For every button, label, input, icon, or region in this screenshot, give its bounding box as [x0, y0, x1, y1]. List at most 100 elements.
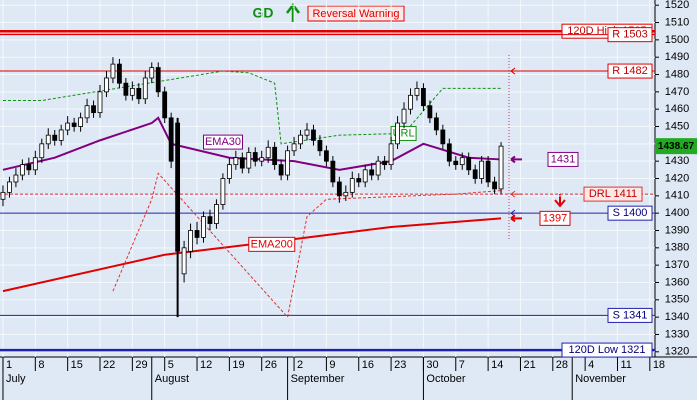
- x-tick-label: 18: [653, 359, 665, 371]
- candle-body: [349, 178, 355, 193]
- candle-body: [26, 164, 32, 171]
- last-price: 1438.67: [658, 141, 695, 152]
- x-tick-label: 1: [6, 359, 12, 371]
- marker-box: [547, 151, 579, 167]
- month-label: July: [6, 373, 26, 385]
- candle-body: [311, 129, 316, 141]
- candle-body: [485, 160, 491, 183]
- candle-body: [395, 122, 400, 145]
- y-tick-label: 1450: [665, 120, 689, 132]
- line-label-box: [248, 236, 296, 252]
- level-label-box: [561, 342, 653, 358]
- candle-body: [142, 77, 148, 100]
- candle-body: [52, 134, 58, 141]
- candle-body: [233, 157, 239, 166]
- x-tick-label: 7: [459, 359, 465, 371]
- level-label-box: [607, 307, 653, 323]
- y-tick-label: 1390: [665, 224, 689, 236]
- y-tick-label: 1480: [665, 68, 689, 80]
- y-tick-label: 1420: [665, 172, 689, 184]
- candle-body: [408, 94, 413, 110]
- month-label: November: [575, 373, 626, 385]
- candle-body: [472, 169, 478, 179]
- candle-body: [181, 247, 187, 275]
- candle-body: [427, 105, 433, 119]
- line-label: EMA200: [251, 238, 293, 250]
- line-label-box: [202, 134, 243, 150]
- annotation-box: [307, 5, 405, 22]
- line-label: EMA30: [205, 136, 241, 148]
- candle-body: [45, 134, 51, 145]
- candle-body: [265, 146, 271, 159]
- y-tick-label: 1460: [665, 103, 689, 115]
- x-tick-label: 19: [232, 359, 244, 371]
- candle-body: [382, 160, 388, 166]
- marker-label: 1431: [551, 153, 575, 165]
- candle-body: [207, 216, 213, 224]
- candle-body: [226, 164, 232, 179]
- level-label-box: [607, 205, 653, 221]
- candle-body: [246, 152, 252, 169]
- candle-body: [117, 63, 122, 84]
- candle-body: [39, 143, 45, 159]
- x-tick-label: 2: [297, 359, 303, 371]
- level-label: DRL 1411: [589, 188, 637, 200]
- candle-body: [466, 157, 472, 171]
- x-tick-label: 23: [394, 359, 406, 371]
- y-tick-label: 1400: [665, 207, 689, 219]
- last-price-box: [655, 138, 697, 155]
- candle-body: [343, 191, 349, 197]
- candle-body: [414, 87, 420, 96]
- level-label: R 1482: [612, 65, 647, 77]
- y-tick-label: 1430: [665, 155, 689, 167]
- y-tick-label: 1380: [665, 242, 689, 254]
- y-tick-label: 1470: [665, 86, 689, 98]
- candle-body: [129, 87, 135, 96]
- candle-body: [7, 181, 12, 193]
- candle-body: [291, 143, 297, 152]
- candle-body: [369, 169, 375, 176]
- candle-body: [324, 150, 329, 162]
- candle-body: [13, 174, 19, 183]
- candle-body: [104, 77, 109, 93]
- y-tick-label: 1490: [665, 51, 689, 63]
- candle-body: [58, 129, 64, 141]
- y-tick-label: 1520: [665, 0, 689, 11]
- candle-body: [388, 143, 394, 166]
- candle-body: [201, 216, 206, 238]
- x-tick-label: 15: [71, 359, 83, 371]
- candle-body: [272, 146, 278, 166]
- candle-body: [239, 157, 245, 169]
- candle-body: [336, 181, 342, 197]
- candle-body: [459, 157, 465, 166]
- y-tick-label: 1510: [665, 16, 689, 28]
- candle-body: [317, 139, 323, 152]
- candle-body: [220, 178, 226, 205]
- candle-body: [298, 134, 303, 145]
- candle-body: [155, 67, 161, 93]
- candle-body: [194, 230, 200, 238]
- candle-body: [498, 145, 504, 190]
- x-tick-label: 4: [588, 359, 594, 371]
- candle-body: [440, 129, 446, 145]
- chart-title: GD: [253, 5, 274, 21]
- level-arrow: [510, 190, 522, 198]
- candle-body: [97, 91, 103, 114]
- candle-body: [149, 67, 155, 79]
- y-tick-label: 1320: [665, 346, 689, 358]
- y-tick-label: 1410: [665, 190, 689, 202]
- candle-body: [91, 105, 96, 114]
- candle-body: [65, 122, 71, 131]
- candle-body: [492, 181, 497, 190]
- candle-body: [110, 63, 116, 79]
- level-label-box: [607, 27, 653, 43]
- candle-body: [304, 129, 310, 136]
- candle-body: [78, 117, 83, 127]
- candle-body: [71, 122, 77, 127]
- candle-body: [401, 108, 407, 124]
- x-tick-label: 30: [426, 359, 438, 371]
- y-tick-label: 1350: [665, 294, 689, 306]
- x-tick-label: 5: [168, 359, 174, 371]
